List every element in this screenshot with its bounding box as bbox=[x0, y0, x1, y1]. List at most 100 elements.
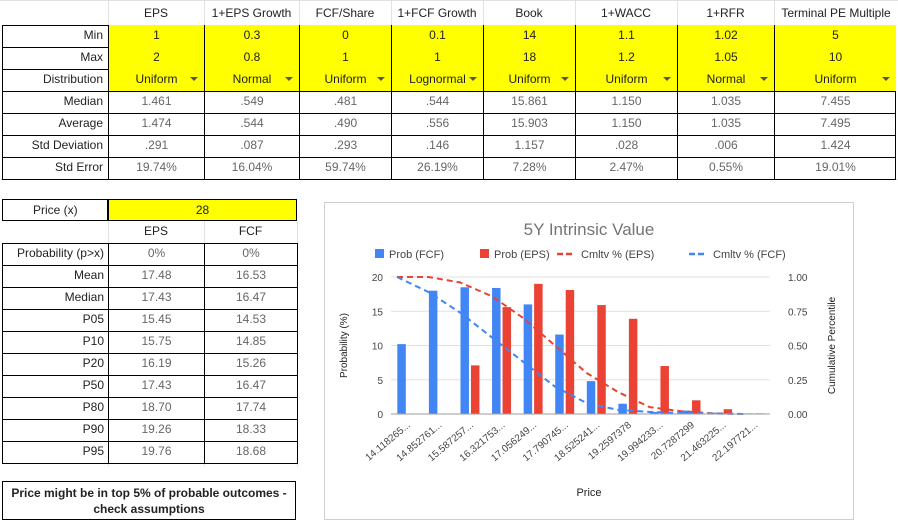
value-cell: 17.43 bbox=[108, 287, 204, 309]
bar-fcf bbox=[681, 410, 691, 414]
chevron-down-icon[interactable] bbox=[285, 77, 293, 81]
value-cell: .146 bbox=[391, 135, 483, 157]
chart-svg: 5Y Intrinsic Value Prob (FCF) Prob (EPS) Cm… bbox=[339, 220, 838, 499]
y-tick-label: 10 bbox=[372, 342, 384, 353]
row-label: P95 bbox=[82, 444, 104, 458]
input-cell[interactable]: 0.1 bbox=[391, 25, 483, 47]
value-cell: 17.74 bbox=[204, 397, 297, 419]
value-cell: 16.04% bbox=[204, 157, 299, 179]
value-cell: 16.47 bbox=[204, 375, 297, 397]
distribution-dropdown[interactable]: Normal bbox=[204, 69, 299, 91]
column-header: 1+FCF Growth bbox=[397, 6, 477, 20]
chevron-down-icon[interactable] bbox=[469, 77, 477, 81]
distribution-dropdown[interactable]: Uniform bbox=[299, 69, 391, 91]
bar-fcf bbox=[555, 334, 564, 414]
bar-fcf bbox=[492, 287, 501, 414]
distribution-dropdown[interactable]: Normal bbox=[677, 69, 774, 91]
row-label: P80 bbox=[82, 400, 104, 414]
input-cell[interactable]: 18 bbox=[483, 47, 575, 69]
row-label: P05 bbox=[82, 312, 104, 326]
distribution-dropdown[interactable]: Lognormal bbox=[391, 69, 483, 91]
input-cell[interactable]: 1.05 bbox=[677, 47, 774, 69]
cumulative-line-fcf bbox=[396, 276, 745, 415]
value-cell: 19.76 bbox=[108, 441, 204, 463]
distribution-dropdown[interactable]: Uniform bbox=[108, 69, 204, 91]
value-cell: 0% bbox=[204, 243, 297, 265]
bar-eps bbox=[692, 400, 701, 414]
chevron-down-icon[interactable] bbox=[561, 77, 569, 81]
chevron-down-icon[interactable] bbox=[190, 77, 198, 81]
chevron-down-icon[interactable] bbox=[663, 77, 671, 81]
value-cell: .087 bbox=[204, 135, 299, 157]
row-label: Probability (p>x) bbox=[16, 246, 104, 260]
value-cell: 17.43 bbox=[108, 375, 204, 397]
distribution-dropdown[interactable]: Uniform bbox=[575, 69, 677, 91]
y2-axis-title: Cumulative Percentile bbox=[827, 296, 838, 394]
value-cell: .481 bbox=[299, 91, 391, 113]
distribution-dropdown[interactable]: Uniform bbox=[774, 69, 896, 91]
input-cell[interactable]: 1.02 bbox=[677, 25, 774, 47]
column-header: 1+EPS Growth bbox=[211, 6, 292, 20]
price-label: Price (x) bbox=[2, 199, 108, 221]
value-cell: 1.150 bbox=[575, 113, 677, 135]
value-cell: 16.19 bbox=[108, 353, 204, 375]
input-cell[interactable]: 2 bbox=[108, 47, 204, 69]
assumption-warning-note: Price might be in top 5% of probable out… bbox=[2, 481, 296, 520]
value-cell: 59.74% bbox=[299, 157, 391, 179]
column-header: FCF bbox=[238, 224, 263, 238]
value-cell: 1.461 bbox=[108, 91, 204, 113]
bar-fcf bbox=[523, 304, 533, 414]
row-label: Mean bbox=[73, 268, 104, 282]
column-header: EPS bbox=[143, 224, 168, 238]
input-cell[interactable]: 0.3 bbox=[204, 25, 299, 47]
chevron-down-icon[interactable] bbox=[377, 77, 385, 81]
y2-tick-label: 1.00 bbox=[788, 273, 808, 284]
y2-tick-label: 0.50 bbox=[788, 342, 808, 353]
input-cell[interactable]: 1 bbox=[391, 47, 483, 69]
value-cell: 1.424 bbox=[774, 135, 896, 157]
y-tick-label: 5 bbox=[377, 376, 383, 387]
sheet-gridline bbox=[0, 0, 898, 1]
value-cell: 18.68 bbox=[204, 441, 297, 463]
value-cell: 14.85 bbox=[204, 331, 297, 353]
column-header: Book bbox=[515, 6, 543, 20]
input-cell[interactable]: 1.2 bbox=[575, 47, 677, 69]
input-cell[interactable]: 1 bbox=[299, 47, 391, 69]
value-cell: 18.33 bbox=[204, 419, 297, 441]
chevron-down-icon[interactable] bbox=[882, 77, 890, 81]
bar-fcf bbox=[649, 411, 659, 414]
chevron-down-icon[interactable] bbox=[760, 77, 768, 81]
chart-title: 5Y Intrinsic Value bbox=[524, 220, 655, 239]
column-header: 1+RFR bbox=[706, 6, 745, 20]
y-tick-label: 20 bbox=[372, 273, 384, 284]
distribution-dropdown[interactable]: Uniform bbox=[483, 69, 575, 91]
row-label: Median bbox=[63, 94, 103, 108]
x-axis-title: Price bbox=[576, 487, 601, 499]
row-label: Median bbox=[64, 290, 104, 304]
value-cell: .006 bbox=[677, 135, 774, 157]
value-cell: 17.48 bbox=[108, 265, 204, 287]
input-cell[interactable]: 0 bbox=[299, 25, 391, 47]
value-cell: .544 bbox=[391, 91, 483, 113]
value-cell: .028 bbox=[575, 135, 677, 157]
y2-tick-label: 0.00 bbox=[788, 410, 808, 421]
input-cell[interactable]: 1 bbox=[108, 25, 204, 47]
input-cell[interactable]: 14 bbox=[483, 25, 575, 47]
row-label: P50 bbox=[82, 378, 104, 392]
y-tick-label: 15 bbox=[372, 307, 384, 318]
input-cell[interactable]: 10 bbox=[774, 47, 896, 69]
column-header: Terminal PE Multiple bbox=[781, 6, 891, 20]
input-cell[interactable]: 0.8 bbox=[204, 47, 299, 69]
price-input[interactable]: 28 bbox=[108, 199, 297, 221]
row-label: Distribution bbox=[42, 72, 103, 86]
value-cell: 26.19% bbox=[391, 157, 483, 179]
bar-fcf bbox=[397, 344, 406, 414]
value-cell: 7.495 bbox=[774, 113, 896, 135]
bar-eps bbox=[470, 365, 480, 414]
input-cell[interactable]: 1.1 bbox=[575, 25, 677, 47]
value-cell: 7.28% bbox=[483, 157, 575, 179]
table-row bbox=[2, 157, 896, 180]
value-cell: 19.26 bbox=[108, 419, 204, 441]
value-cell: 19.01% bbox=[774, 157, 896, 179]
input-cell[interactable]: 5 bbox=[774, 25, 896, 47]
